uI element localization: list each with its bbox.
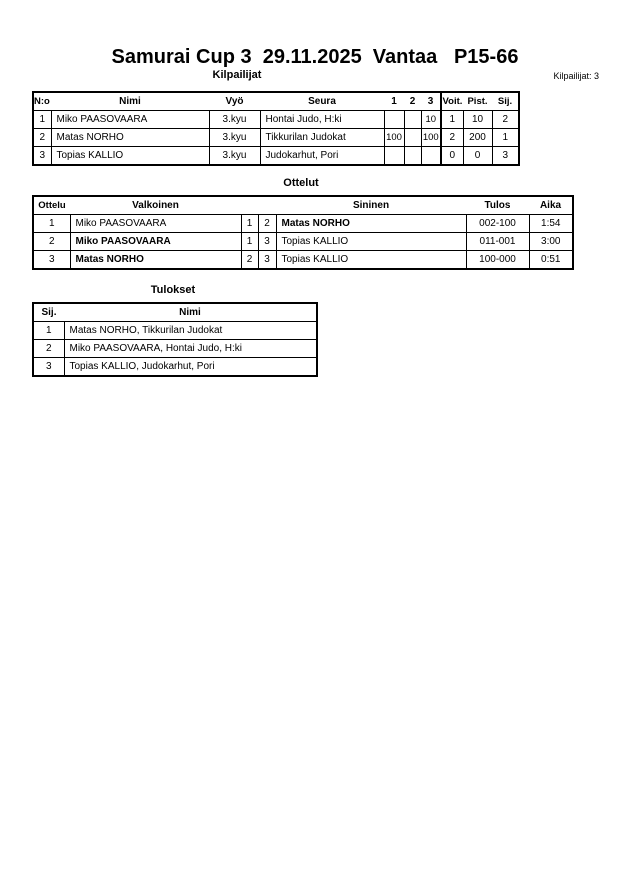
cell-rank: 3 bbox=[32, 357, 65, 377]
cell-blue-no: 3 bbox=[257, 232, 277, 251]
cell-wins: 1 bbox=[440, 110, 464, 129]
cell-no: 2 bbox=[32, 232, 71, 251]
col-header: Aika bbox=[529, 195, 573, 215]
cell-result: 011-001 bbox=[465, 232, 530, 251]
cell-score-1 bbox=[383, 110, 405, 129]
cell-club: Judokarhut, Pori bbox=[259, 146, 385, 166]
col-header: Valkoinen bbox=[70, 195, 241, 215]
cell-score-2 bbox=[403, 128, 422, 147]
col-header: Nimi bbox=[51, 91, 209, 111]
cell-number: 1 bbox=[32, 110, 52, 129]
cell-time: 3:00 bbox=[528, 232, 574, 251]
cell-blue-no: 3 bbox=[257, 250, 277, 270]
cell-time: 1:54 bbox=[528, 214, 574, 233]
cell-name: Topias KALLIO bbox=[50, 146, 210, 166]
table-row: 3 Topias KALLIO 3.kyu Judokarhut, Pori 0 0 3 bbox=[32, 146, 520, 166]
cell-blue-no: 2 bbox=[257, 214, 277, 233]
cell-blue: Topias KALLIO bbox=[275, 250, 467, 270]
cell-points: 0 bbox=[462, 146, 493, 166]
table-row: 1 Miko PAASOVAARA 3.kyu Hontai Judo, H:ki 10… bbox=[32, 110, 520, 129]
cell-name: Miko PAASOVAARA, Hontai Judo, H:ki bbox=[63, 339, 318, 358]
col-header: Tulos bbox=[466, 195, 529, 215]
cell-name: Miko PAASOVAARA bbox=[50, 110, 210, 129]
table-header: N:o Nimi Vyö Seura 1 2 3 Voit. Pist. Sij… bbox=[33, 91, 519, 111]
cell-white: Miko PAASOVAARA bbox=[69, 214, 242, 233]
table-row: 2 Miko PAASOVAARA, Hontai Judo, H:ki bbox=[32, 339, 318, 358]
cell-number: 3 bbox=[32, 146, 52, 166]
table-row: 2 Matas NORHO 3.kyu Tikkurilan Judokat 100 10… bbox=[32, 128, 520, 147]
competitor-count: Kilpailijat: 3 bbox=[553, 71, 599, 81]
competitors-table: N:o Nimi Vyö Seura 1 2 3 Voit. Pist. Sij… bbox=[32, 91, 520, 166]
col-header: Sij. bbox=[492, 91, 519, 111]
cell-rank: 3 bbox=[491, 146, 520, 166]
cell-wins: 0 bbox=[440, 146, 464, 166]
cell-belt: 3.kyu bbox=[208, 110, 261, 129]
col-header: Pist. bbox=[463, 91, 492, 111]
cell-score-1: 100 bbox=[383, 128, 405, 147]
cell-white-no: 1 bbox=[240, 232, 259, 251]
cell-club: Tikkurilan Judokat bbox=[259, 128, 385, 147]
col-header: Sininen bbox=[276, 195, 466, 215]
cell-time: 0:51 bbox=[528, 250, 574, 270]
matches-table: Ottelu Valkoinen Sininen Tulos Aika 1 Mik… bbox=[32, 195, 574, 270]
table-row: 3 Topias KALLIO, Judokarhut, Pori bbox=[32, 357, 318, 377]
cell-name: Matas NORHO, Tikkurilan Judokat bbox=[63, 321, 318, 340]
col-header: 2 bbox=[404, 91, 421, 111]
cell-blue: Matas NORHO bbox=[275, 214, 467, 233]
col-header: Seura bbox=[260, 91, 384, 111]
cell-score-3: 100 bbox=[420, 128, 442, 147]
cell-points: 200 bbox=[462, 128, 493, 147]
competitors-heading: Kilpailijat bbox=[212, 69, 262, 81]
cell-score-1 bbox=[383, 146, 405, 166]
cell-result: 002-100 bbox=[465, 214, 530, 233]
matches-heading: Ottelut bbox=[283, 177, 319, 189]
table-header: Sij. Nimi bbox=[33, 302, 317, 322]
page-title: Samurai Cup 3 29.11.2025 Vantaa P15-66 bbox=[111, 46, 519, 68]
col-header: Ottelu bbox=[33, 195, 70, 215]
cell-rank: 2 bbox=[491, 110, 520, 129]
cell-white-no: 2 bbox=[240, 250, 259, 270]
cell-result: 100-000 bbox=[465, 250, 530, 270]
col-header: 3 bbox=[421, 91, 442, 111]
cell-no: 3 bbox=[32, 250, 71, 270]
cell-points: 10 bbox=[462, 110, 493, 129]
cell-no: 1 bbox=[32, 214, 71, 233]
col-header: Vyö bbox=[209, 91, 260, 111]
col-header: Nimi bbox=[64, 302, 317, 322]
cell-score-3 bbox=[420, 146, 442, 166]
cell-rank: 2 bbox=[32, 339, 65, 358]
table-header: Ottelu Valkoinen Sininen Tulos Aika bbox=[33, 195, 573, 215]
cell-name: Topias KALLIO, Judokarhut, Pori bbox=[63, 357, 318, 377]
col-header: N:o bbox=[33, 91, 51, 111]
cell-score-2 bbox=[403, 110, 422, 129]
cell-belt: 3.kyu bbox=[208, 128, 261, 147]
col-header: Voit. bbox=[441, 91, 463, 111]
cell-rank: 1 bbox=[32, 321, 65, 340]
cell-white: Matas NORHO bbox=[69, 250, 242, 270]
cell-score-3: 10 bbox=[420, 110, 442, 129]
table-row: 3 Matas NORHO 2 3 Topias KALLIO 100-000 0:51 bbox=[32, 250, 574, 270]
results-heading: Tulokset bbox=[150, 284, 196, 296]
cell-rank: 1 bbox=[491, 128, 520, 147]
cell-club: Hontai Judo, H:ki bbox=[259, 110, 385, 129]
cell-number: 2 bbox=[32, 128, 52, 147]
col-header: Sij. bbox=[33, 302, 64, 322]
cell-white: Miko PAASOVAARA bbox=[69, 232, 242, 251]
cell-white-no: 1 bbox=[240, 214, 259, 233]
col-header: 1 bbox=[384, 91, 404, 111]
table-row: 2 Miko PAASOVAARA 1 3 Topias KALLIO 011-001 3:… bbox=[32, 232, 574, 251]
results-table: Sij. Nimi 1 Matas NORHO, Tikkurilan Judok… bbox=[32, 302, 318, 377]
cell-wins: 2 bbox=[440, 128, 464, 147]
table-row: 1 Matas NORHO, Tikkurilan Judokat bbox=[32, 321, 318, 340]
cell-name: Matas NORHO bbox=[50, 128, 210, 147]
cell-blue: Topias KALLIO bbox=[275, 232, 467, 251]
table-row: 1 Miko PAASOVAARA 1 2 Matas NORHO 002-100 1:54 bbox=[32, 214, 574, 233]
cell-score-2 bbox=[403, 146, 422, 166]
cell-belt: 3.kyu bbox=[208, 146, 261, 166]
